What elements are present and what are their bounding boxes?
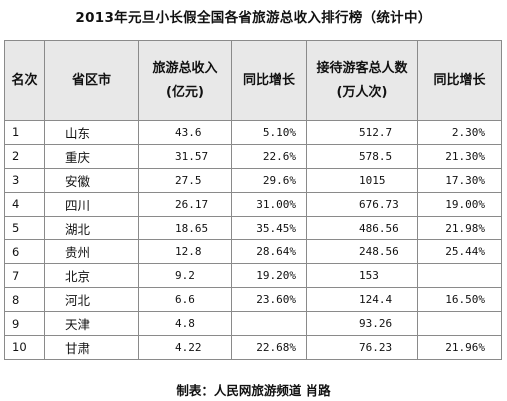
cell-province: 湖北 xyxy=(44,215,139,241)
cell-income: 12.8 xyxy=(138,239,232,265)
cell-rank: 8 xyxy=(4,287,45,313)
cell-visitors: 486.56 xyxy=(306,215,418,241)
page-title: 2013年元旦小长假全国各省旅游总收入排行榜（统计中） xyxy=(75,10,432,26)
header-visitors: 接待游客总人数 (万人次) xyxy=(306,40,418,121)
cell-income: 31.57 xyxy=(138,143,232,169)
cell-province: 贵州 xyxy=(44,239,139,265)
header-income-yoy: 同比增长 xyxy=(231,40,307,121)
cell-visitors-yoy: 2.30% xyxy=(417,120,502,145)
cell-visitors: 93.26 xyxy=(306,311,418,337)
cell-visitors: 1015 xyxy=(306,167,418,193)
cell-visitors-yoy: 16.50% xyxy=(417,287,502,313)
header-visitors-line2: (万人次) xyxy=(336,84,388,100)
header-rank: 名次 xyxy=(4,40,45,121)
cell-income-yoy: 35.45% xyxy=(231,215,307,241)
cell-visitors: 248.56 xyxy=(306,239,418,265)
cell-province: 河北 xyxy=(44,287,139,313)
cell-income: 27.5 xyxy=(138,167,232,193)
cell-income-yoy: 5.10% xyxy=(231,120,307,145)
cell-income: 4.22 xyxy=(138,335,232,360)
cell-visitors-yoy: 17.30% xyxy=(417,167,502,193)
cell-province: 安徽 xyxy=(44,167,139,193)
table-row: 3 安徽 27.5 29.6% 1015 17.30% xyxy=(4,167,502,193)
cell-income: 43.6 xyxy=(138,120,232,145)
table-row: 6 贵州 12.8 28.64% 248.56 25.44% xyxy=(4,239,502,265)
header-visitors-yoy: 同比增长 xyxy=(417,40,502,121)
cell-income: 4.8 xyxy=(138,311,232,337)
cell-income: 18.65 xyxy=(138,215,232,241)
cell-income-yoy: 31.00% xyxy=(231,191,307,217)
cell-province: 天津 xyxy=(44,311,139,337)
cell-visitors: 512.7 xyxy=(306,120,418,145)
table-row: 9 天津 4.8 93.26 xyxy=(4,311,502,337)
table-footer-credit: 制表：人民网旅游频道 肖路 xyxy=(176,383,331,398)
header-income-line2: (亿元) xyxy=(166,84,204,100)
cell-visitors-yoy: 25.44% xyxy=(417,239,502,265)
ranking-table: 名次 省区市 旅游总收入 (亿元) 同比增长 接待游客总人数 (万人次) 同比增… xyxy=(4,40,502,360)
table-row: 2 重庆 31.57 22.6% 578.5 21.30% xyxy=(4,143,502,169)
table-row: 7 北京 9.2 19.20% 153 xyxy=(4,263,502,289)
cell-rank: 10 xyxy=(4,335,45,360)
cell-rank: 4 xyxy=(4,191,45,217)
cell-visitors: 76.23 xyxy=(306,335,418,360)
cell-visitors-yoy: 21.96% xyxy=(417,335,502,360)
table-row: 4 四川 26.17 31.00% 676.73 19.00% xyxy=(4,191,502,217)
cell-visitors: 676.73 xyxy=(306,191,418,217)
cell-rank: 9 xyxy=(4,311,45,337)
table-row: 10 甘肃 4.22 22.68% 76.23 21.96% xyxy=(4,335,502,360)
header-income: 旅游总收入 (亿元) xyxy=(138,40,232,121)
cell-visitors-yoy: 21.30% xyxy=(417,143,502,169)
cell-rank: 5 xyxy=(4,215,45,241)
cell-visitors-yoy xyxy=(417,311,502,337)
cell-income-yoy: 19.20% xyxy=(231,263,307,289)
cell-income-yoy: 22.68% xyxy=(231,335,307,360)
header-income-line1: 旅游总收入 xyxy=(152,60,218,76)
table-row: 5 湖北 18.65 35.45% 486.56 21.98% xyxy=(4,215,502,241)
cell-province: 北京 xyxy=(44,263,139,289)
cell-province: 重庆 xyxy=(44,143,139,169)
cell-income-yoy: 22.6% xyxy=(231,143,307,169)
cell-income: 6.6 xyxy=(138,287,232,313)
cell-rank: 3 xyxy=(4,167,45,193)
cell-income: 26.17 xyxy=(138,191,232,217)
cell-province: 四川 xyxy=(44,191,139,217)
cell-province: 山东 xyxy=(44,120,139,145)
cell-income-yoy: 29.6% xyxy=(231,167,307,193)
cell-visitors-yoy: 19.00% xyxy=(417,191,502,217)
cell-income-yoy: 23.60% xyxy=(231,287,307,313)
cell-visitors: 153 xyxy=(306,263,418,289)
cell-income: 9.2 xyxy=(138,263,232,289)
header-province: 省区市 xyxy=(44,40,139,121)
cell-rank: 6 xyxy=(4,239,45,265)
cell-income-yoy: 28.64% xyxy=(231,239,307,265)
cell-visitors: 578.5 xyxy=(306,143,418,169)
cell-visitors-yoy: 21.98% xyxy=(417,215,502,241)
cell-rank: 1 xyxy=(4,120,45,145)
cell-income-yoy xyxy=(231,311,307,337)
cell-rank: 7 xyxy=(4,263,45,289)
table-row: 1 山东 43.6 5.10% 512.7 2.30% xyxy=(4,120,502,145)
cell-visitors: 124.4 xyxy=(306,287,418,313)
table-row: 8 河北 6.6 23.60% 124.4 16.50% xyxy=(4,287,502,313)
table-header-row: 名次 省区市 旅游总收入 (亿元) 同比增长 接待游客总人数 (万人次) 同比增… xyxy=(4,40,502,121)
cell-rank: 2 xyxy=(4,143,45,169)
cell-visitors-yoy xyxy=(417,263,502,289)
header-visitors-line1: 接待游客总人数 xyxy=(316,60,408,76)
cell-province: 甘肃 xyxy=(44,335,139,360)
